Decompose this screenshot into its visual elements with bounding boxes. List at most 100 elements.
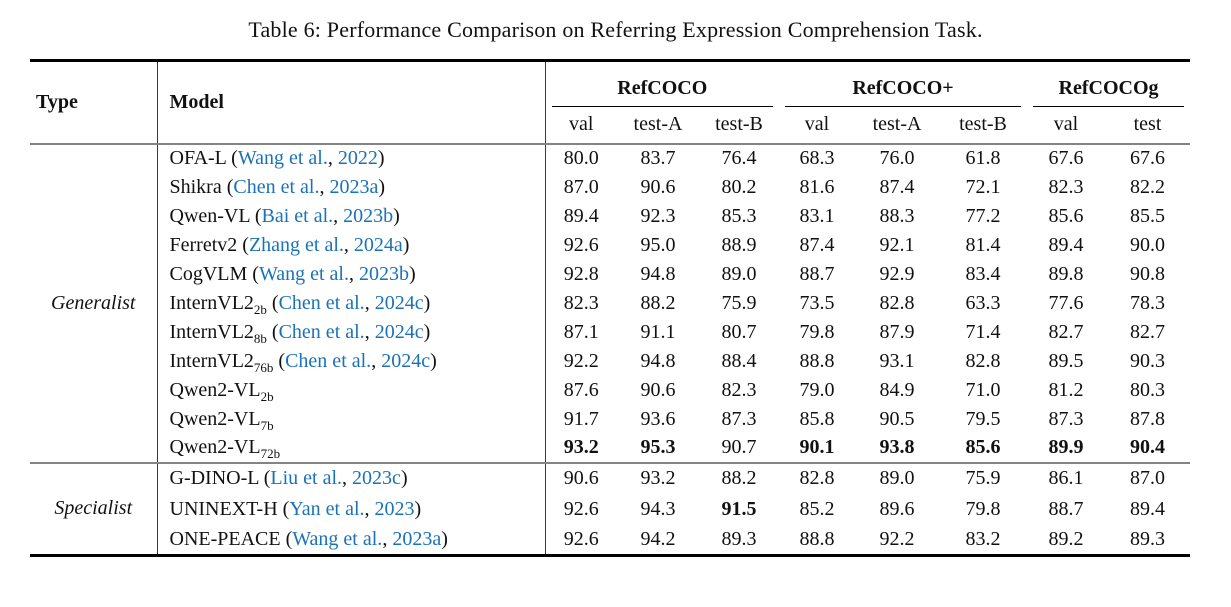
- citation-open-paren: (: [221, 175, 234, 198]
- metric-value: 94.2: [640, 527, 676, 550]
- citation-close-paren: ): [378, 175, 386, 198]
- citation-close-paren: ): [414, 497, 422, 520]
- citation-year-link[interactable]: 2024c: [374, 320, 424, 343]
- metric-value: 92.6: [563, 497, 599, 520]
- citation-comma: ,: [343, 233, 354, 256]
- citation-authors-link[interactable]: Zhang et al.: [248, 233, 344, 256]
- citation-open-paren: (: [277, 497, 290, 520]
- citation-authors-link[interactable]: Chen et al.: [233, 175, 320, 198]
- citation-year-link[interactable]: 2023a: [329, 175, 379, 198]
- citation-authors-link[interactable]: Yan et al.: [289, 497, 365, 520]
- citation-year-link[interactable]: 2024c: [381, 349, 431, 372]
- citation-authors-link[interactable]: Wang et al.: [237, 147, 328, 169]
- metric-value: 88.3: [879, 204, 915, 227]
- metric-value: 90.4: [1130, 436, 1166, 458]
- model-name: G-DINO-L: [169, 467, 259, 489]
- metric-value: 90.8: [1130, 262, 1166, 285]
- metric-value: 88.4: [721, 349, 757, 372]
- model-cell: ONE-PEACE (Wang et al., 2023a): [157, 524, 546, 556]
- model-cell: Qwen2-VL7b: [157, 404, 546, 434]
- model-name: CogVLM: [169, 262, 248, 285]
- metric-value: 79.0: [799, 378, 835, 401]
- citation-authors-link[interactable]: Chen et al.: [278, 320, 365, 343]
- citation-comma: ,: [371, 349, 382, 372]
- metric-value: 93.2: [617, 461, 699, 494]
- type-cell-specialist: Specialist: [30, 461, 158, 556]
- subcolumn-header-test-a: test-A: [872, 113, 922, 135]
- metric-value: 90.6: [640, 175, 676, 198]
- citation-authors-link[interactable]: Chen et al.: [278, 291, 365, 314]
- metric-value: 85.5: [1130, 204, 1166, 227]
- metric-value: 87.1: [563, 320, 599, 343]
- metric-value: 76.0: [879, 147, 915, 169]
- citation-open-paren: (: [258, 467, 271, 489]
- subcolumn-header-val: val: [804, 113, 830, 135]
- model-cell: InternVL276b (Chen et al., 2024c): [157, 346, 546, 376]
- citation-comma: ,: [349, 262, 359, 285]
- metric-value: 87.3: [1048, 407, 1084, 430]
- metric-value: 87.4: [879, 175, 915, 198]
- table-row: ONE-PEACE (Wang et al., 2023a) 92.6 94.2 89…: [30, 524, 1190, 556]
- citation-authors-link[interactable]: Liu et al.: [270, 467, 343, 489]
- metric-value: 85.6: [965, 436, 1001, 458]
- metric-value: 87.6: [563, 378, 599, 401]
- group-header-refcoco-plus: RefCOCO+: [779, 61, 1027, 107]
- metric-value: 80.7: [721, 320, 757, 343]
- group-header-refcocog: RefCOCOg: [1027, 61, 1190, 107]
- table-row: UNINEXT-H (Yan et al., 2023) 92.6 94.3 91.5…: [30, 493, 1190, 525]
- metric-value: 92.3: [640, 204, 676, 227]
- citation-authors-link[interactable]: Bai et al.: [261, 204, 334, 227]
- metric-value: 92.9: [879, 262, 915, 285]
- metric-value: 63.3: [965, 291, 1001, 314]
- citation-year-link[interactable]: 2023a: [392, 527, 442, 550]
- results-table: Type Model RefCOCO RefCOCO+ RefCOCOg val…: [30, 59, 1191, 557]
- metric-value: 90.3: [1130, 349, 1166, 372]
- metric-value: 81.2: [1048, 378, 1084, 401]
- metric-value: 81.4: [965, 233, 1001, 256]
- citation-close-paren: ): [430, 349, 437, 372]
- type-cell-generalist: Generalist: [30, 143, 158, 463]
- citation-comma: ,: [319, 175, 330, 198]
- table-row: Specialist G-DINO-L (Liu et al., 2023c) 90…: [30, 461, 1191, 556]
- metric-value: 93.6: [640, 407, 676, 430]
- citation-year-link[interactable]: 2023b: [359, 262, 409, 285]
- metric-value: 85.8: [799, 407, 835, 430]
- citation-year-link[interactable]: 2024c: [374, 291, 424, 314]
- type-label: Specialist: [54, 497, 133, 520]
- metric-value: 87.4: [799, 233, 835, 256]
- metric-value: 92.8: [563, 262, 599, 285]
- citation-year-link[interactable]: 2023b: [343, 204, 394, 227]
- metric-value: 92.1: [879, 233, 915, 256]
- citation-authors-link[interactable]: Wang et al.: [292, 527, 383, 550]
- metric-value: 87.9: [879, 320, 915, 343]
- citation-year-link[interactable]: 2023: [374, 497, 415, 520]
- metric-value: 88.7: [1048, 497, 1084, 520]
- citation-open-paren: (: [226, 147, 238, 169]
- metric-value: 94.8: [640, 262, 676, 285]
- citation-open-paren: (: [237, 233, 249, 256]
- citation-authors-link[interactable]: Wang et al.: [258, 262, 349, 285]
- citation-year-link[interactable]: 2023c: [352, 467, 401, 489]
- metric-value: 89.9: [1048, 436, 1084, 458]
- section-generalist: Generalist OFA-L (Wang et al., 2022) 80.0 8…: [30, 143, 1190, 463]
- metric-value: 88.7: [799, 262, 835, 285]
- model-name: Shikra: [169, 175, 222, 198]
- model-cell: Ferretv2 (Zhang et al., 2024a): [157, 230, 546, 260]
- table-row: Qwen2-VL2b 87.6 90.6 82.3 79.0 84.9 71.0 81.2 80…: [30, 375, 1190, 405]
- metric-value: 92.2: [879, 527, 915, 550]
- citation-authors-link[interactable]: Chen et al.: [285, 349, 372, 372]
- metric-value: 73.5: [799, 291, 835, 314]
- metric-value: 87.8: [1130, 407, 1166, 430]
- metric-value: 75.9: [721, 291, 757, 314]
- model-name: InternVL2: [169, 291, 254, 314]
- subcolumn-header-test-b: test-B: [959, 113, 1007, 135]
- model-name: UNINEXT-H: [169, 497, 278, 520]
- metric-value: 88.2: [640, 291, 676, 314]
- metric-value: 79.5: [965, 407, 1001, 430]
- metric-value: 87.0: [563, 175, 599, 198]
- citation-year-link[interactable]: 2024a: [353, 233, 403, 256]
- citation-close-paren: ): [409, 262, 416, 285]
- table-row: Qwen-VL (Bai et al., 2023b) 89.4 92.3 85.3 8…: [30, 201, 1190, 231]
- citation-year-link[interactable]: 2022: [337, 147, 378, 169]
- metric-value: 80.2: [721, 175, 757, 198]
